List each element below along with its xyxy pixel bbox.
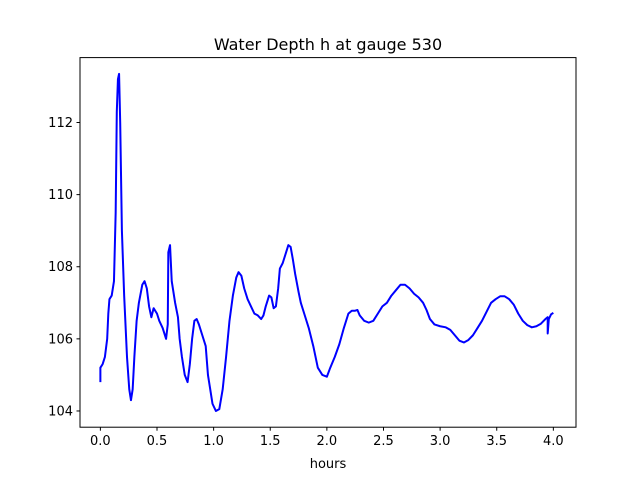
- y-tick-label: 106: [48, 332, 73, 347]
- y-tick-label: 104: [48, 404, 73, 419]
- series-layer: [99, 72, 554, 412]
- y-tick-label: 108: [48, 260, 73, 275]
- x-axis-label: hours: [310, 457, 347, 472]
- x-tick-label: 2.5: [373, 434, 394, 449]
- plot-frame: [79, 57, 577, 428]
- x-tick-label: 3.0: [430, 434, 451, 449]
- x-tick-label: 2.0: [317, 434, 338, 449]
- x-tick-label: 3.5: [486, 434, 507, 449]
- y-tick-label: 110: [48, 188, 73, 203]
- x-tick-label: 0.5: [147, 434, 168, 449]
- x-tick-label: 1.5: [260, 434, 281, 449]
- y-tick-label: 112: [48, 116, 73, 131]
- x-tick-label: 1.0: [203, 434, 224, 449]
- x-axis: 0.0 0.5 1.0 1.5 2.0 2.5 3.0 3.5 4.0: [90, 427, 564, 449]
- x-tick-label: 0.0: [90, 434, 111, 449]
- y-axis: 104 106 108 110 112: [48, 116, 80, 419]
- plot-area: [80, 57, 576, 428]
- chart-title: Water Depth h at gauge 530: [214, 35, 442, 54]
- x-tick-label: 4.0: [543, 434, 564, 449]
- series-line-0: [99, 72, 554, 412]
